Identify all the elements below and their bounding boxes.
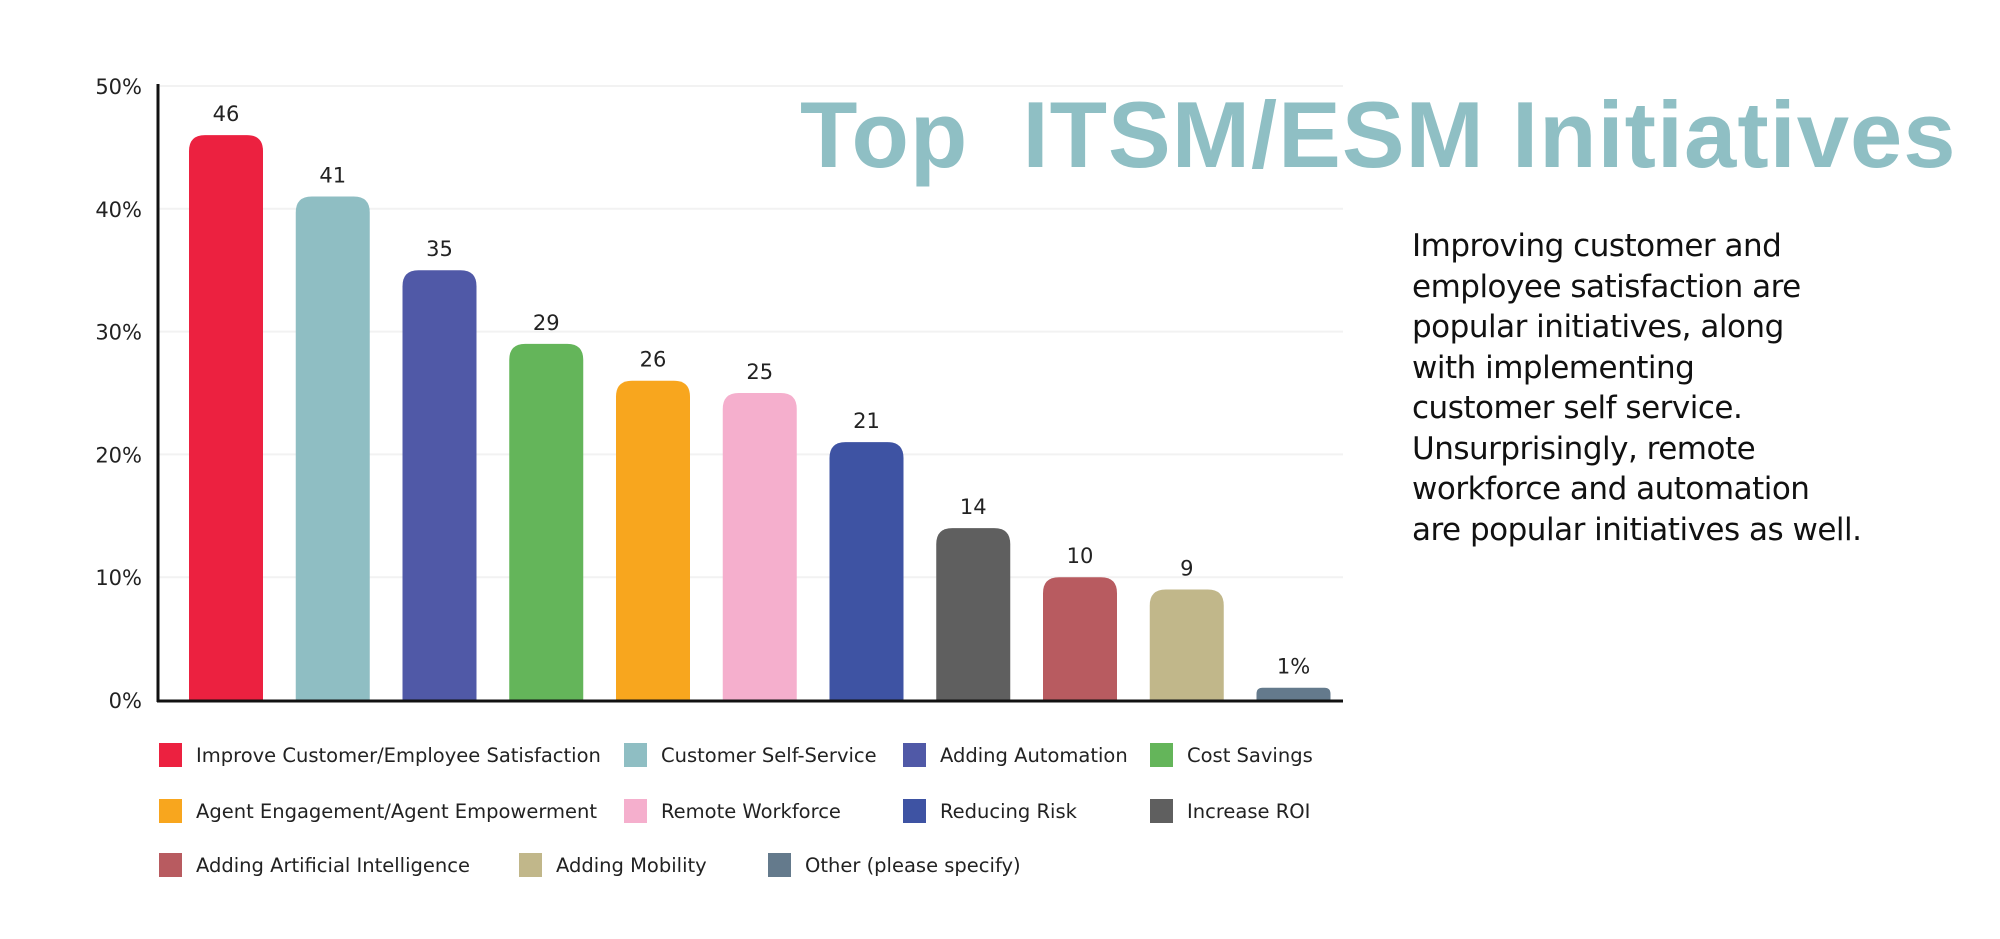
chart-title: Top ITSM/ESM Initiatives: [800, 82, 1957, 187]
data-label: 41: [319, 164, 346, 188]
bar: [295, 196, 370, 700]
legend-item: Adding Mobility: [519, 852, 707, 878]
bar: [509, 343, 584, 700]
bar: [1256, 687, 1331, 700]
legend-item: Agent Engagement/Agent Empowerment: [159, 798, 597, 824]
y-tick-label: 40%: [95, 198, 142, 222]
bar: [616, 380, 690, 700]
legend-label: Adding Mobility: [556, 853, 707, 877]
description-line: are popular initiatives as well.: [1412, 511, 1862, 548]
data-label: 10: [1067, 544, 1094, 568]
data-label: 26: [640, 348, 667, 372]
data-label: 35: [426, 237, 453, 261]
bar: [1043, 577, 1117, 700]
y-tick-label: 30%: [95, 321, 142, 345]
y-tick-label: 20%: [95, 443, 142, 467]
y-tick-label: 10%: [95, 566, 142, 590]
legend-label: Customer Self-Service: [661, 743, 877, 767]
legend-item: Cost Savings: [1150, 742, 1313, 768]
description-line: customer self service.: [1412, 390, 1743, 426]
legend-item: Improve Customer/Employee Satisfaction: [159, 742, 601, 768]
legend-item: Reducing Risk: [903, 798, 1077, 824]
legend-label: Agent Engagement/Agent Empowerment: [196, 799, 598, 823]
y-tick-label: 0%: [109, 689, 142, 713]
bar: [1149, 589, 1224, 700]
description-text: Improving customer and employee satisfac…: [1412, 226, 1862, 550]
legend-swatch: [159, 799, 182, 823]
data-label: 1%: [1277, 655, 1310, 679]
legend-swatch: [903, 799, 926, 823]
legend-label: Other (please specify): [805, 853, 1021, 877]
legend-swatch: [1150, 743, 1173, 767]
legend-label: Adding Artificial Intelligence: [196, 853, 470, 877]
legend-item: Remote Workforce: [624, 798, 841, 824]
legend-swatch: [519, 853, 542, 877]
data-label: 14: [960, 495, 987, 519]
description-line: with implementing: [1412, 349, 1695, 386]
legend-swatch: [903, 743, 926, 767]
legend-swatch: [159, 853, 182, 877]
legend-swatch: [624, 799, 647, 823]
data-label: 46: [213, 102, 240, 126]
bar: [189, 135, 263, 700]
data-label: 29: [533, 311, 560, 335]
legend-item: Other (please specify): [768, 852, 1021, 878]
legend-label: Adding Automation: [940, 743, 1128, 767]
bar: [722, 393, 797, 700]
legend-label: Reducing Risk: [940, 799, 1077, 823]
data-label: 9: [1180, 556, 1193, 580]
description-line: workforce and automation: [1412, 471, 1810, 507]
bar: [402, 270, 477, 700]
legend-item: Adding Automation: [903, 742, 1128, 768]
description-line: Improving customer and: [1412, 228, 1782, 264]
description-line: popular initiatives, along: [1412, 309, 1784, 345]
legend-label: Increase ROI: [1187, 799, 1311, 823]
legend-label: Cost Savings: [1187, 743, 1313, 767]
bar: [936, 528, 1011, 700]
legend-item: Customer Self-Service: [624, 742, 877, 768]
legend-swatch: [768, 853, 791, 877]
legend-swatch: [624, 743, 647, 767]
legend-label: Improve Customer/Employee Satisfaction: [196, 743, 601, 767]
legend-swatch: [1150, 799, 1173, 823]
legend-item: Adding Artificial Intelligence: [159, 852, 470, 878]
legend-swatch: [159, 743, 182, 767]
description-line: Unsurprisingly, remote: [1412, 430, 1756, 467]
description-line: employee satisfaction are: [1412, 268, 1801, 305]
bar: [829, 442, 904, 700]
legend-item: Increase ROI: [1150, 798, 1310, 824]
legend-label: Remote Workforce: [661, 799, 841, 823]
data-label: 25: [746, 360, 773, 384]
y-tick-label: 50%: [95, 75, 142, 99]
data-label: 21: [853, 409, 880, 433]
